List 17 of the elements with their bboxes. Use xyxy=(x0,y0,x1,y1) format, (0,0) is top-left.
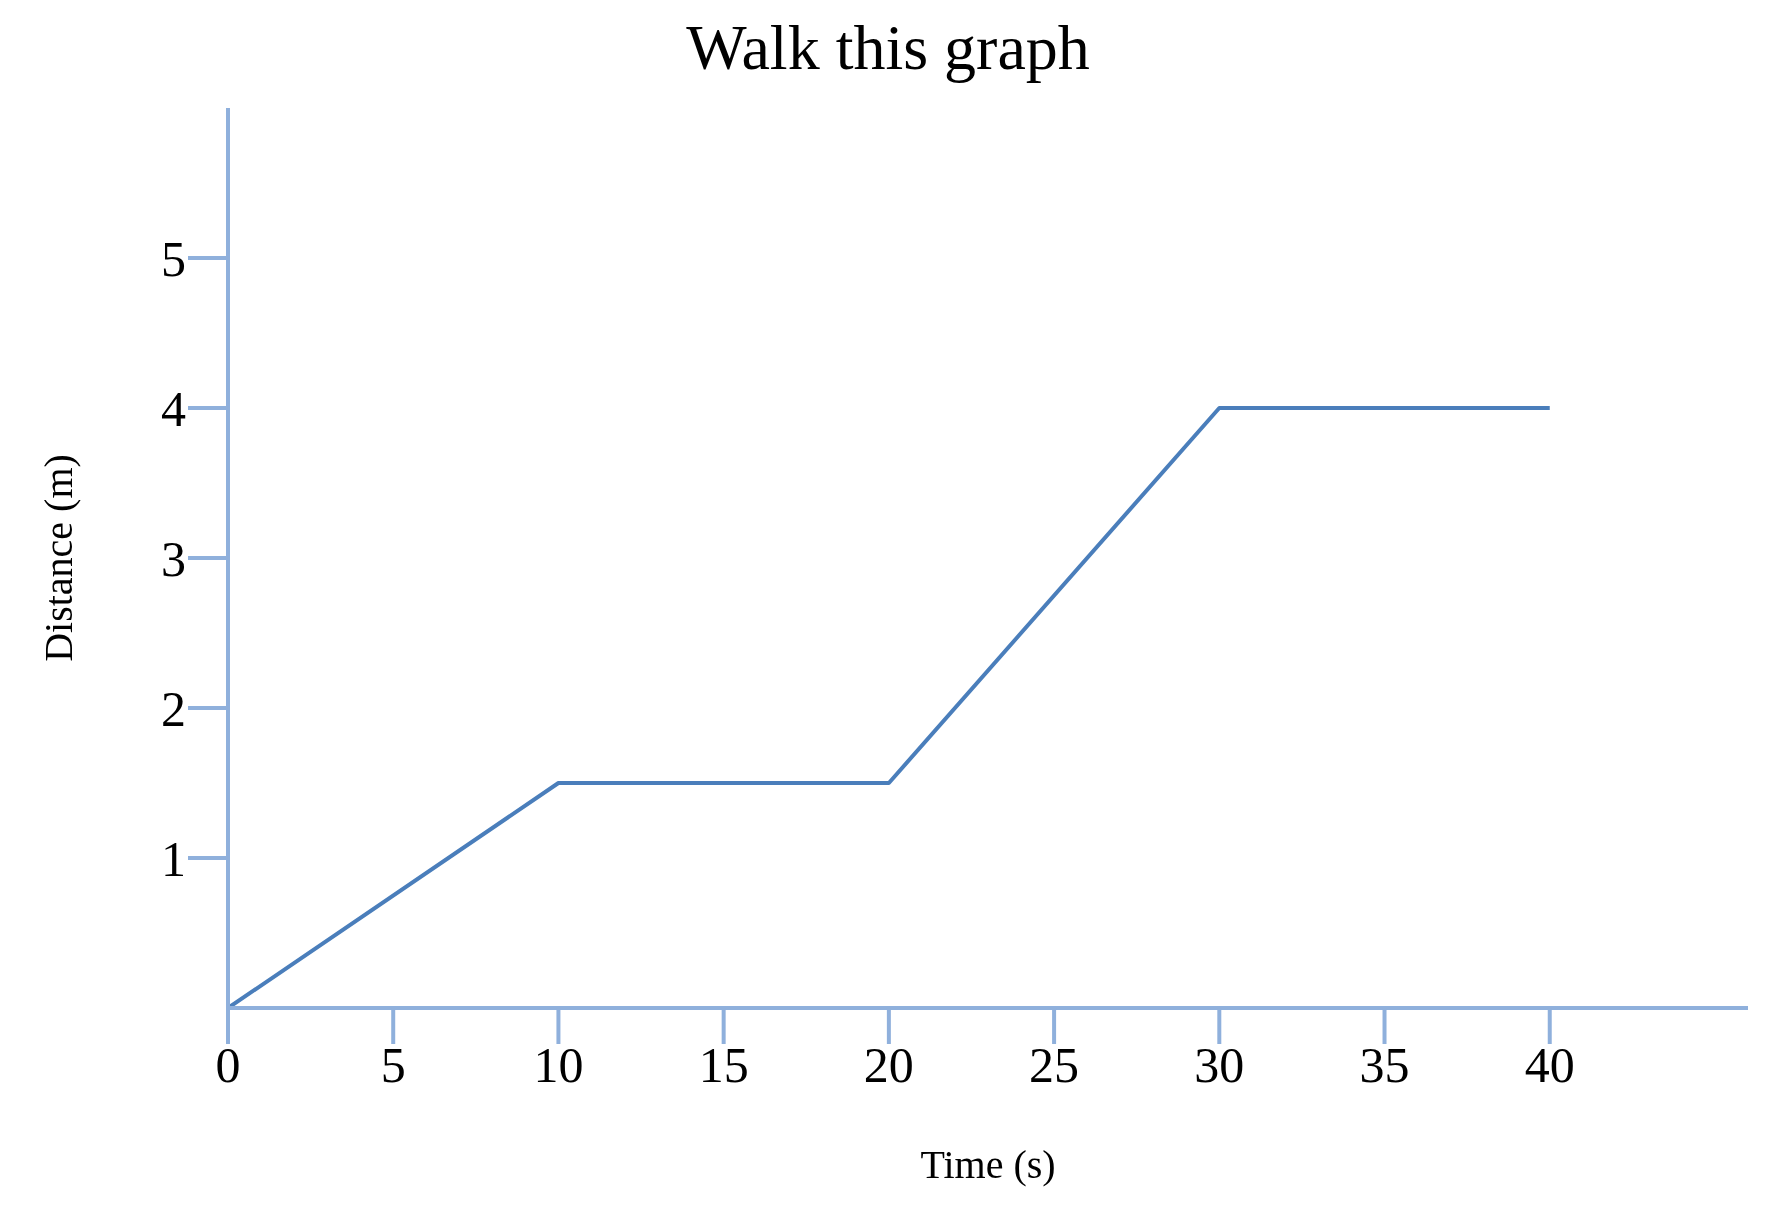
x-tick-label: 40 xyxy=(1524,1036,1575,1093)
x-tick-label: 0 xyxy=(215,1036,241,1093)
x-tick-label: 25 xyxy=(1029,1036,1080,1093)
x-tick-label: 15 xyxy=(698,1036,749,1093)
x-tick-label: 30 xyxy=(1194,1036,1245,1093)
y-tick-label: 5 xyxy=(161,230,186,287)
x-tick-label: 35 xyxy=(1359,1036,1410,1093)
x-tick-label: 5 xyxy=(380,1036,406,1093)
x-axis-title: Time (s) xyxy=(920,1142,1056,1187)
y-tick-label: 2 xyxy=(161,680,186,737)
x-tick-label: 20 xyxy=(863,1036,914,1093)
x-tick-label: 10 xyxy=(533,1036,584,1093)
y-tick-label: 4 xyxy=(161,380,186,437)
y-axis-title: Distance (m) xyxy=(36,454,82,662)
chart-title: Walk this graph xyxy=(685,11,1091,85)
y-tick-label: 1 xyxy=(161,830,186,887)
y-tick-label: 3 xyxy=(161,530,186,587)
